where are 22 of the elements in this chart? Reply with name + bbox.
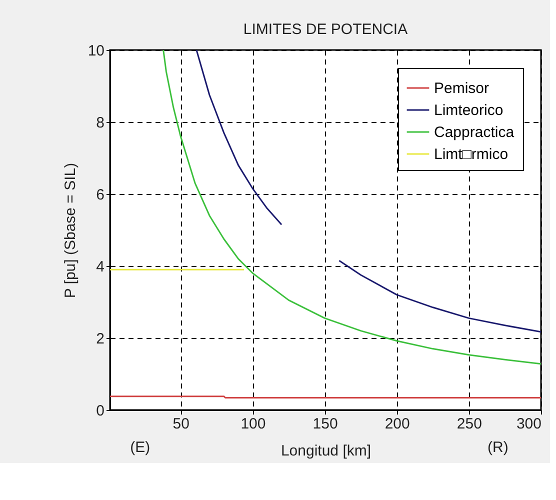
legend-label: Limt□rmico: [434, 146, 508, 163]
x-tick-label: 200: [384, 416, 410, 432]
y-tick-label: 10: [88, 42, 104, 60]
y-tick-label: 8: [96, 114, 104, 132]
y-tick-label: 6: [96, 186, 104, 204]
x-tick-label: 50: [172, 416, 190, 432]
legend-label: Limteorico: [434, 102, 504, 119]
text: (R): [487, 439, 508, 456]
x-tick-label: 250: [456, 416, 482, 432]
x-tick-label: 150: [312, 416, 338, 432]
y-tick-label: 2: [96, 330, 104, 348]
y-axis-title: P [pu] (Sbase = SIL): [62, 162, 79, 298]
line-series: [162, 50, 541, 365]
y-tick-label: 0: [96, 402, 104, 420]
legend-label: Cappractica: [434, 124, 515, 141]
chart-title: LIMITES DE POTENCIA: [243, 21, 408, 38]
y-tick-label: 4: [96, 258, 104, 276]
legend-label: Pemisor: [434, 80, 490, 97]
text: (E): [130, 439, 150, 456]
x-axis-title: Longitud [km]: [280, 442, 372, 460]
x-tick-label: 300: [516, 416, 542, 432]
x-tick-label: 100: [240, 416, 266, 432]
